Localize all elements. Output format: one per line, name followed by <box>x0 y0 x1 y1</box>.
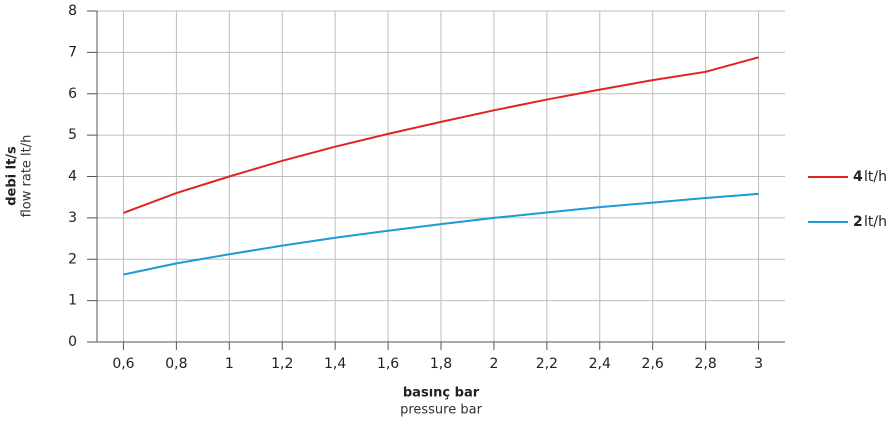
y-tick-label: 5 <box>68 127 77 143</box>
legend-label: 4 <box>853 169 863 185</box>
x-tick-label: 1 <box>225 356 234 372</box>
x-tick-label: 2,4 <box>589 356 611 372</box>
x-tick-label: 2 <box>489 356 498 372</box>
x-axis-sublabel: pressure bar <box>400 403 483 418</box>
series-line <box>123 192 759 276</box>
x-tick-label: 1,6 <box>377 356 399 372</box>
x-tick-label: 1,2 <box>271 356 293 372</box>
x-tick-label: 2,6 <box>642 356 664 372</box>
x-tick-label: 0,8 <box>165 356 187 372</box>
x-axis-label: basınç bar <box>403 386 480 401</box>
legend-unit: lt/h <box>864 214 887 230</box>
y-tick-label: 3 <box>68 210 77 226</box>
x-tick-label: 1,8 <box>430 356 452 372</box>
y-tick-label: 2 <box>68 251 77 267</box>
y-tick-label: 4 <box>68 169 77 185</box>
x-tick-label: 2,8 <box>694 356 716 372</box>
y-tick-label: 8 <box>68 3 77 19</box>
y-axis-label: debi lt/s <box>5 146 20 206</box>
x-tick-label: 1,4 <box>324 356 346 372</box>
y-tick-label: 6 <box>68 86 77 102</box>
x-tick-label: 0,6 <box>112 356 134 372</box>
legend-unit: lt/h <box>864 169 887 185</box>
legend-label: 2 <box>853 214 863 230</box>
y-tick-label: 7 <box>68 44 77 60</box>
x-tick-label: 3 <box>754 356 763 372</box>
series-line <box>123 56 759 214</box>
y-axis-sublabel: flow rate lt/h <box>20 135 35 218</box>
x-tick-label: 2,2 <box>536 356 558 372</box>
y-tick-label: 0 <box>68 334 77 350</box>
y-tick-label: 1 <box>68 293 77 309</box>
